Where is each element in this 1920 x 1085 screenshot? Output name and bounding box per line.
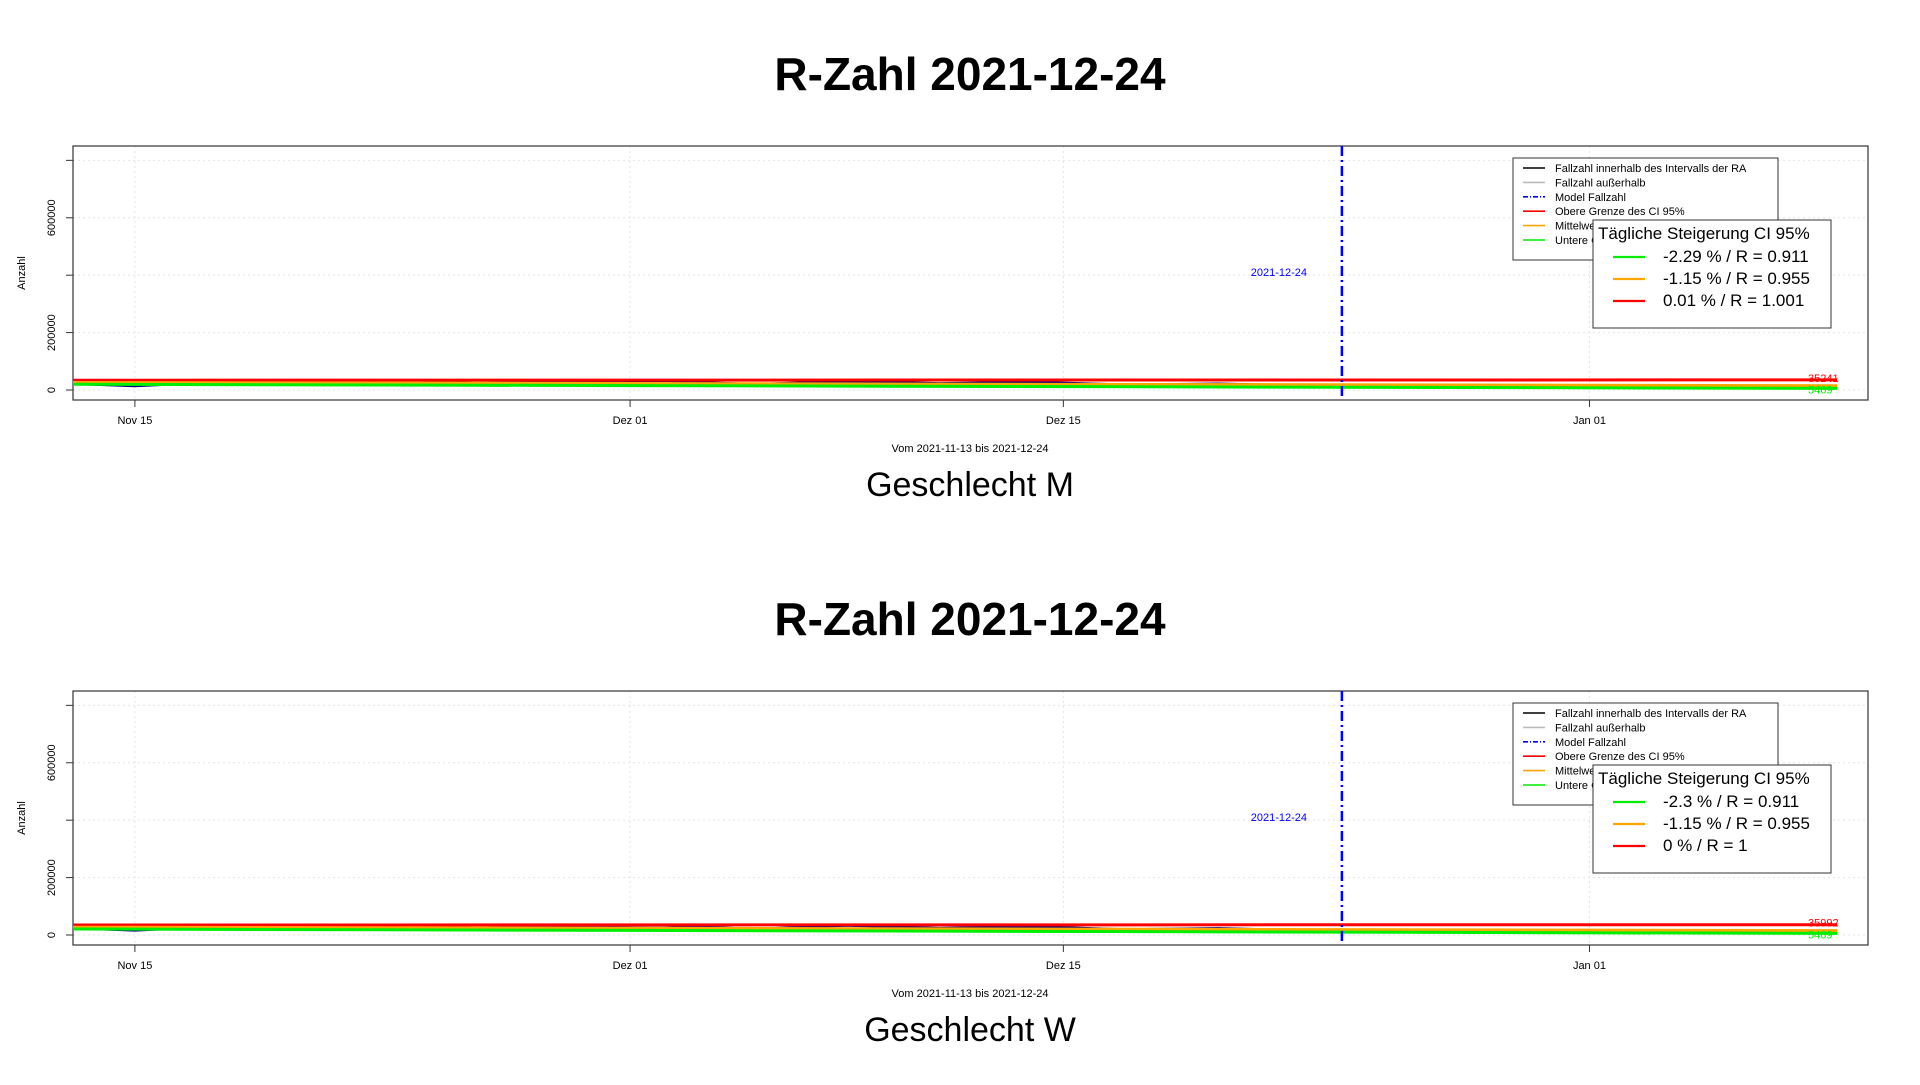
vline-label: 2021-12-24 [1251,812,1307,824]
growth-label-2: -1.15 % / R = 0.955 [1663,814,1810,833]
y-tick-label-1: 0 [46,387,58,393]
legend-label-1: Fallzahl innerhalb des Intervalls der RA [1555,708,1747,720]
legend-label-3: Model Fallzahl [1555,192,1626,204]
x-tick-label-1: Nov 15 [117,415,152,427]
x-axis-label: Vom 2021-11-13 bis 2021-12-24 [892,988,1049,1000]
legend-label-3: Model Fallzahl [1555,737,1626,749]
y-tick-label-2: 200000 [46,314,58,351]
y-tick-label-3: 600000 [46,199,58,236]
x-tick-label-3: Dez 15 [1046,960,1081,972]
y-axis-label: Anzahl [16,256,28,290]
legend-label-4: Obere Grenze des CI 95% [1555,206,1685,218]
y-tick-label-3: 600000 [46,744,58,781]
growth-label-1: -2.3 % / R = 0.911 [1663,792,1799,811]
end-label-1: 35992 [1808,918,1839,930]
chart-panel-1: R-Zahl 2021-12-24 0 200000 600000 Anzahl Nov … [16,48,1868,504]
x-tick-label-1: Nov 15 [117,960,152,972]
growth-label-1: -2.29 % / R = 0.911 [1663,247,1809,266]
x-tick-label-4: Jan 01 [1573,415,1606,427]
chart-title: R-Zahl 2021-12-24 [774,593,1166,645]
legend-label-2: Fallzahl außerhalb [1555,722,1646,734]
vline-label: 2021-12-24 [1251,267,1307,279]
end-label-2: 5469 [1808,929,1832,941]
chart-title: R-Zahl 2021-12-24 [774,48,1166,100]
growth-label-3: 0.01 % / R = 1.001 [1663,291,1804,310]
growth-box-title: Tägliche Steigerung CI 95% [1598,769,1810,788]
y-tick-label-2: 200000 [46,859,58,896]
chart-panel-2: R-Zahl 2021-12-24 0 200000 600000 Anzahl Nov … [16,593,1868,1049]
legend-label-1: Fallzahl innerhalb des Intervalls der RA [1555,163,1747,175]
x-tick-label-3: Dez 15 [1046,415,1081,427]
growth-label-2: -1.15 % / R = 0.955 [1663,269,1810,288]
legend-label-2: Fallzahl außerhalb [1555,177,1646,189]
chart-subtitle: Geschlecht M [866,466,1074,504]
y-axis-label: Anzahl [16,801,28,835]
growth-label-3: 0 % / R = 1 [1663,836,1748,855]
end-label-2: 5469 [1808,384,1832,396]
y-tick-label-1: 0 [46,932,58,938]
growth-box-title: Tägliche Steigerung CI 95% [1598,224,1810,243]
chart-subtitle: Geschlecht W [864,1011,1076,1049]
legend-label-4: Obere Grenze des CI 95% [1555,751,1685,763]
x-tick-label-2: Dez 01 [613,415,648,427]
x-tick-label-2: Dez 01 [613,960,648,972]
end-label-1: 35241 [1808,373,1839,385]
x-axis-label: Vom 2021-11-13 bis 2021-12-24 [892,443,1049,455]
x-tick-label-4: Jan 01 [1573,960,1606,972]
